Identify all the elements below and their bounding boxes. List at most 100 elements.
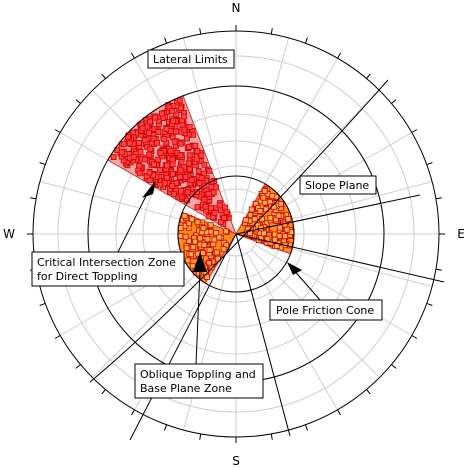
- pole-point: [192, 142, 199, 149]
- pole-point: [188, 177, 195, 183]
- grid-radial: [246, 252, 338, 411]
- pole-point: [277, 201, 284, 207]
- pole-point: [171, 190, 177, 197]
- pole-point: [194, 219, 201, 226]
- pole-point: [197, 235, 204, 242]
- pole-point: [146, 151, 153, 158]
- pole-point: [181, 113, 188, 120]
- pole-point: [188, 216, 195, 223]
- tick-mark: [426, 302, 433, 306]
- tick-mark: [54, 335, 61, 339]
- tick-mark: [304, 37, 308, 44]
- tick-mark: [39, 162, 46, 166]
- pole-point: [185, 189, 191, 196]
- tick-mark: [366, 73, 371, 79]
- tick-mark: [391, 99, 397, 104]
- south-label: S: [232, 454, 240, 468]
- pole-point: [155, 156, 162, 163]
- grid-radial: [254, 244, 413, 336]
- pole-point: [251, 216, 258, 223]
- pole-point: [186, 143, 192, 150]
- structure-lines: [32, 30, 445, 441]
- grid-radial: [241, 37, 290, 213]
- tick-mark: [411, 335, 418, 339]
- critical-zone-label-2: for Direct Toppling: [37, 270, 138, 283]
- pole-point: [270, 204, 277, 211]
- pole-point: [194, 148, 201, 155]
- pole-point: [190, 244, 197, 251]
- pole-point: [118, 149, 125, 155]
- pole-point: [217, 219, 224, 226]
- pole-friction-cone-label: Pole Friction Cone: [276, 304, 374, 317]
- pole-point: [169, 156, 176, 163]
- pole-point: [147, 118, 153, 125]
- pole-point: [208, 205, 214, 212]
- pole-point: [271, 236, 278, 243]
- pole-point: [258, 235, 264, 241]
- oblique-zone-label-2: Base Plane Zone: [140, 382, 232, 395]
- pole-point: [210, 241, 217, 248]
- pole-point: [110, 154, 117, 161]
- tick-mark: [435, 197, 442, 200]
- pole-point: [157, 150, 164, 156]
- pole-point: [157, 167, 163, 173]
- pole-point: [193, 156, 200, 163]
- pole-friction-leader: [291, 267, 321, 301]
- pole-point: [161, 180, 168, 187]
- pole-point: [169, 171, 176, 178]
- pole-point: [242, 217, 249, 223]
- pole-point: [186, 124, 193, 130]
- pole-point: [157, 181, 163, 188]
- tick-mark: [30, 197, 37, 200]
- west-label: W: [3, 227, 15, 241]
- pole-point: [151, 161, 157, 168]
- pole-point: [189, 262, 196, 269]
- pole-point: [146, 169, 153, 176]
- oblique-zone-arrowhead: [193, 252, 207, 272]
- tick-mark: [54, 129, 61, 133]
- critical-zone-arrowhead: [142, 180, 156, 198]
- tick-mark: [75, 99, 81, 104]
- pole-point: [136, 162, 143, 169]
- pole-point: [147, 146, 154, 152]
- tick-mark: [270, 28, 273, 35]
- pole-point: [169, 182, 175, 189]
- pole-point: [201, 241, 208, 248]
- pole-point: [126, 140, 133, 147]
- pole-point: [192, 238, 198, 245]
- pole-point: [201, 161, 208, 168]
- slope-plane-great-circle: [89, 79, 389, 383]
- east-label: E: [457, 227, 465, 241]
- pole-point: [223, 209, 230, 216]
- pole-point: [141, 137, 148, 144]
- pole-point: [177, 105, 184, 111]
- pole-point: [210, 189, 217, 196]
- pole-point: [121, 141, 128, 148]
- pole-friction-cone-callout: Pole Friction Cone: [269, 262, 383, 321]
- pole-point: [177, 140, 184, 147]
- pole-point: [198, 152, 205, 159]
- pole-point: [163, 126, 170, 132]
- pole-point: [200, 225, 207, 232]
- pole-point: [202, 203, 209, 210]
- critical-zone-leader: [117, 187, 151, 253]
- pole-point: [211, 236, 218, 243]
- tick-mark: [75, 364, 81, 369]
- pole-point: [186, 166, 193, 173]
- pole-point: [248, 206, 255, 213]
- pole-point: [176, 174, 183, 181]
- pole-point: [222, 204, 228, 211]
- pole-points: [110, 97, 295, 280]
- pole-point: [195, 168, 202, 174]
- pole-point: [267, 215, 274, 221]
- pole-point: [193, 189, 200, 195]
- tick-mark: [101, 73, 106, 79]
- pole-point: [136, 139, 142, 146]
- pole-point: [177, 152, 184, 159]
- pole-point: [216, 234, 223, 241]
- pole-point: [167, 148, 174, 155]
- pole-point: [223, 228, 229, 235]
- pole-point: [262, 199, 269, 206]
- oblique-zone-callout: Oblique Toppling and Base Plane Zone: [134, 252, 264, 399]
